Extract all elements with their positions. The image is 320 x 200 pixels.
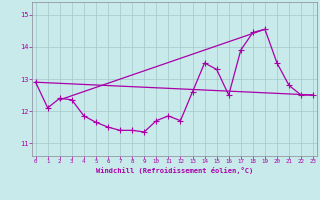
X-axis label: Windchill (Refroidissement éolien,°C): Windchill (Refroidissement éolien,°C) xyxy=(96,167,253,174)
